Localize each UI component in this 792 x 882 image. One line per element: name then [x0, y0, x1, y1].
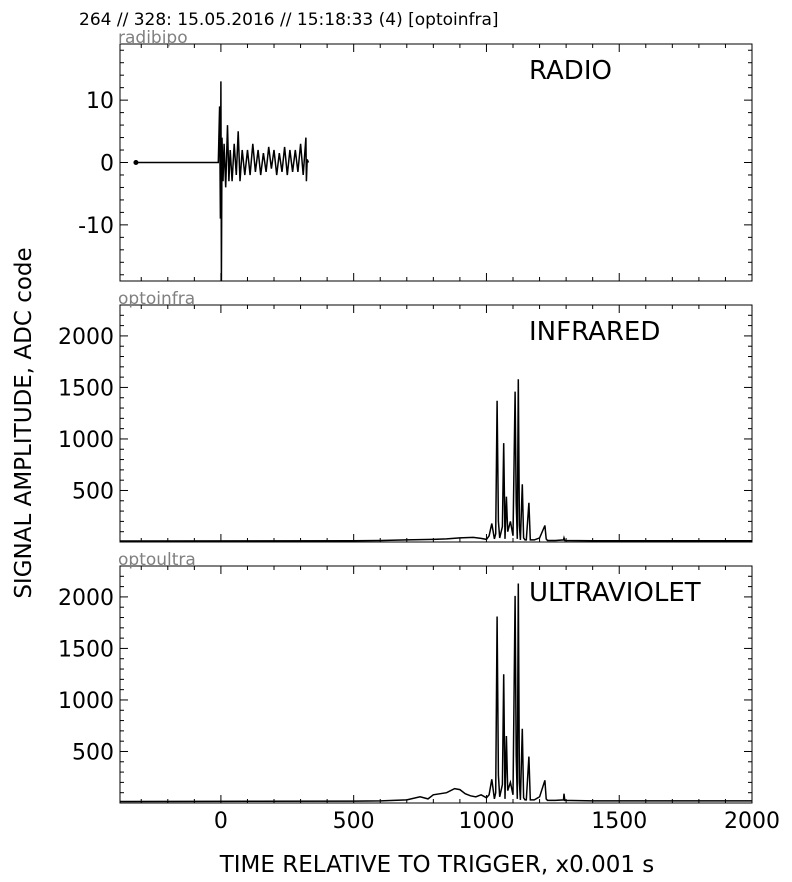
panel-title: INFRARED: [529, 317, 660, 347]
series-line-radibipo: [135, 81, 310, 282]
y-axis-label: SIGNAL AMPLITUDE, ADC code: [11, 247, 37, 598]
series-line-optoultra: [119, 583, 752, 803]
y-tick-label: 2000: [58, 586, 114, 611]
panel-radibipo: 10 0 -10 RADIO radibipo: [78, 28, 753, 282]
y-tick-label: -10: [78, 214, 114, 239]
x-tick-label: 2000: [724, 809, 780, 834]
series-line-optoinfra: [119, 379, 752, 542]
plot-frame: [119, 565, 753, 804]
series-start-marker: [133, 160, 139, 165]
y-tick-label: 500: [72, 479, 114, 504]
panel-title: ULTRAVIOLET: [529, 578, 701, 608]
x-tick-label: 0: [214, 809, 228, 834]
x-axis-label: TIME RELATIVE TO TRIGGER, x0.001 s: [219, 852, 655, 878]
plot-frame: [119, 304, 753, 543]
y-tick-label: 2000: [58, 325, 114, 350]
y-tick-label: 1000: [58, 428, 114, 453]
panel-optoultra: 500 1000 1500 2000 0 500 1000 1500 2000 ULTRAVIOL…: [58, 550, 780, 834]
y-tick-label: 1000: [58, 689, 114, 714]
y-tick-label: 0: [100, 152, 114, 177]
y-tick-label: 10: [86, 89, 114, 114]
panel-optoinfra: 500 1000 1500 2000 INFRARED optoinfra: [58, 289, 753, 543]
y-tick-label: 1500: [58, 637, 114, 662]
figure-header: 264 // 328: 15.05.2016 // 15:18:33 (4) […: [79, 10, 499, 30]
panel-source-label: radibipo: [118, 28, 188, 48]
panel-title: RADIO: [529, 56, 612, 86]
x-tick-label: 1000: [458, 809, 514, 834]
y-tick-label: 500: [72, 740, 114, 765]
y-tick-label: 1500: [58, 376, 114, 401]
x-tick-label: 500: [333, 809, 375, 834]
panel-source-label: optoinfra: [118, 289, 195, 309]
x-tick-label: 1500: [591, 809, 647, 834]
panel-source-label: optoultra: [118, 550, 196, 570]
